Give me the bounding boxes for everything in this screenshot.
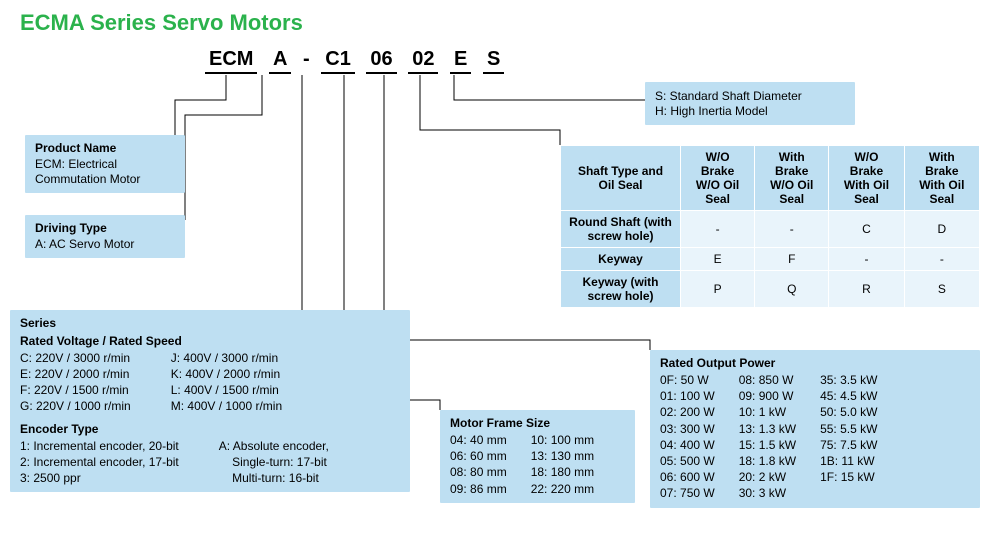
driving-type-line1: A: AC Servo Motor: [35, 237, 175, 251]
series-voltage-cols: C: 220V / 3000 r/min E: 220V / 2000 r/mi…: [20, 350, 400, 414]
seg-s: S: [483, 48, 504, 74]
seg-a: A: [269, 48, 291, 74]
shaft-model-line1: S: Standard Shaft Diameter: [655, 89, 845, 103]
shaft-table-corner: Shaft Type and Oil Seal: [561, 146, 681, 211]
dash: -: [303, 48, 310, 71]
power-header: Rated Output Power: [660, 356, 970, 370]
part-code: ECM A - C1 06 02 E S: [205, 48, 510, 74]
shaft-model-line2: H: High Inertia Model: [655, 104, 845, 118]
series-sub1: Rated Voltage / Rated Speed: [20, 334, 400, 348]
driving-type-box: Driving Type A: AC Servo Motor: [25, 215, 185, 258]
shaft-type-table: Shaft Type and Oil Seal W/O BrakeW/O Oil…: [560, 145, 980, 308]
shaft-model-box: S: Standard Shaft Diameter H: High Inert…: [645, 82, 855, 125]
table-row: Keyway (with screw hole) P Q R S: [561, 271, 980, 308]
product-name-header: Product Name: [35, 141, 175, 155]
driving-type-header: Driving Type: [35, 221, 175, 235]
seg-06: 06: [366, 48, 396, 74]
frame-size-header: Motor Frame Size: [450, 416, 625, 430]
table-row: Round Shaft (with screw hole) - - C D: [561, 211, 980, 248]
table-row: Keyway E F - -: [561, 248, 980, 271]
series-encoder-cols: 1: Incremental encoder, 20-bit 2: Increm…: [20, 438, 400, 486]
series-sub2: Encoder Type: [20, 422, 400, 436]
seg-02: 02: [408, 48, 438, 74]
series-header: Series: [20, 316, 400, 330]
seg-ecm: ECM: [205, 48, 257, 74]
page-title: ECMA Series Servo Motors: [0, 0, 1000, 36]
seg-e: E: [450, 48, 471, 74]
motor-frame-size-box: Motor Frame Size 04: 40 mm 06: 60 mm 08:…: [440, 410, 635, 503]
seg-c1: C1: [321, 48, 355, 74]
series-box: Series Rated Voltage / Rated Speed C: 22…: [10, 310, 410, 492]
product-name-line2: Commutation Motor: [35, 172, 175, 186]
product-name-box: Product Name ECM: Electrical Commutation…: [25, 135, 185, 193]
rated-output-power-box: Rated Output Power 0F: 50 W 01: 100 W 02…: [650, 350, 980, 508]
product-name-line1: ECM: Electrical: [35, 157, 175, 171]
